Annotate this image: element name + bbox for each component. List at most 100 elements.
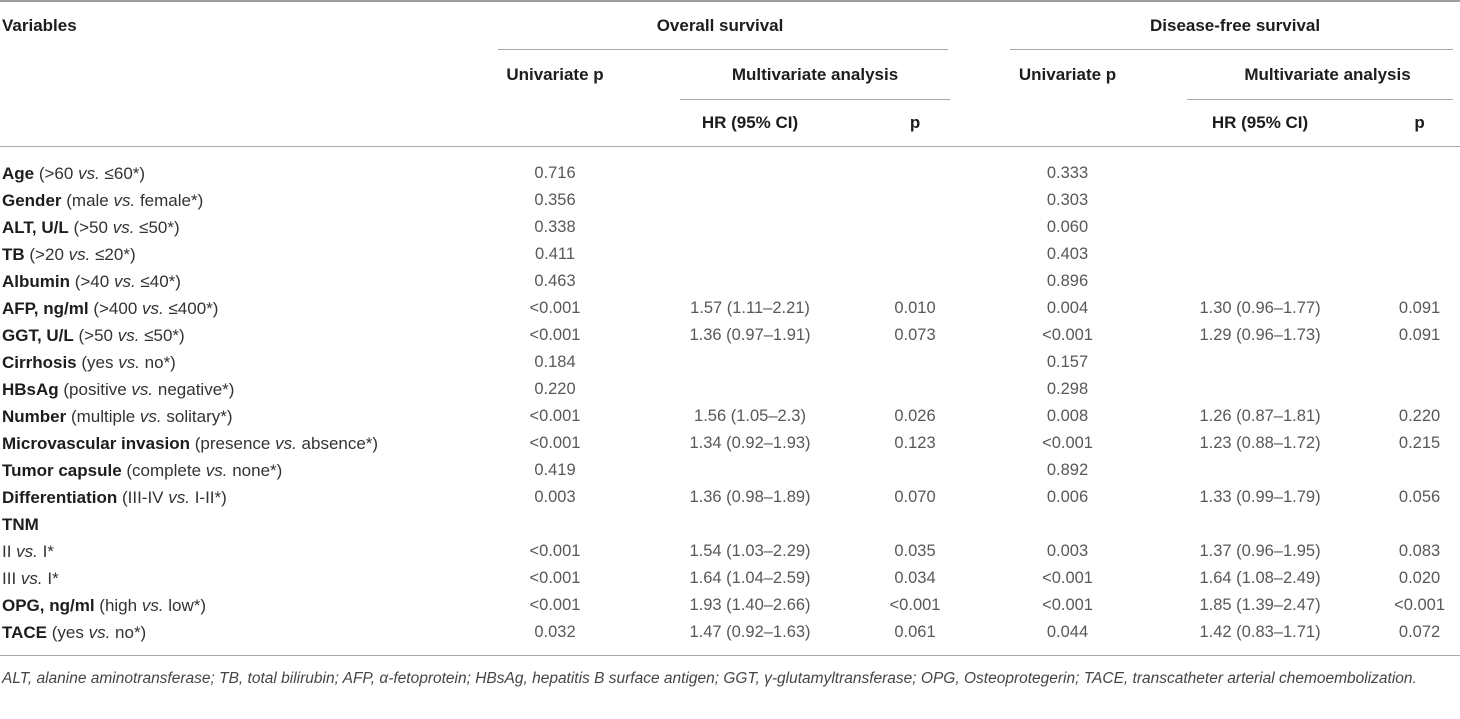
dfs-hr-cell: 1.26 (0.87–1.81) — [1199, 407, 1321, 425]
table-row: TB (>20 vs. ≤20*) 0.411 0.403 — [0, 241, 1460, 268]
os-univariate-p-cell: <0.001 — [529, 569, 581, 587]
dfs-hr-cell — [1175, 241, 1345, 268]
os-p-cell: 0.061 — [870, 619, 961, 656]
variable-cell: AFP, ng/ml (>400 vs. ≤400*) — [0, 295, 480, 322]
dfs-hr-cell: 1.23 (0.88–1.72) — [1199, 434, 1321, 452]
os-hr-cell — [630, 214, 870, 241]
dfs-p-cell — [1345, 187, 1460, 214]
variable-name: Age — [2, 163, 35, 183]
variable-qualifier-pre: (>20 — [24, 244, 69, 264]
variable-qualifier-post: solitary*) — [161, 406, 233, 426]
dfs-p-cell: 0.215 — [1398, 434, 1441, 452]
os-hr-cell — [630, 268, 870, 295]
table-row: ALT, U/L (>50 vs. ≤50*) 0.338 0.060 — [0, 214, 1460, 241]
table-row: TNM — [0, 511, 1460, 538]
variable-cell: Microvascular invasion (presence vs. abs… — [0, 430, 480, 457]
variable-name: HBsAg — [2, 379, 59, 399]
dfs-univariate-p-cell: 0.008 — [1046, 407, 1089, 425]
variable-cell: II vs. I* — [0, 538, 480, 565]
dfs-univariate-p-cell: 0.892 — [1046, 461, 1089, 479]
os-hr-cell — [630, 457, 870, 484]
variable-name: TACE — [2, 622, 48, 642]
variable-qualifier-pre: II — [2, 541, 17, 561]
dfs-univariate-p-cell: 0.004 — [1046, 299, 1089, 317]
vs-label: vs. — [112, 217, 135, 237]
dfs-hr-cell: 1.85 (1.39–2.47) — [1199, 596, 1321, 614]
variable-qualifier-pre: (complete — [121, 460, 206, 480]
header-row-analysis: Univariate p Multivariate analysis Univa… — [0, 50, 1460, 100]
os-univariate-p-cell: <0.001 — [529, 434, 581, 452]
os-p-cell — [870, 187, 960, 214]
os-univariate-p-cell: 0.220 — [534, 380, 576, 398]
variable-name: Differentiation — [2, 487, 118, 507]
dfs-hr-cell — [1175, 214, 1345, 241]
variable-cell: HBsAg (positive vs. negative*) — [0, 376, 480, 403]
variable-qualifier-post: no*) — [110, 622, 147, 642]
variable-name: Tumor capsule — [2, 460, 122, 480]
table-header: Variables Overall survival Disease-free … — [0, 1, 1460, 147]
dfs-p-cell — [1345, 376, 1460, 403]
header-row-measures: HR (95% CI) p HR (95% CI) p — [0, 100, 1460, 147]
os-hr-header: HR (95% CI) — [630, 100, 870, 147]
os-hr-cell: 1.64 (1.04–2.59) — [689, 569, 811, 587]
os-univariate-p-cell: <0.001 — [529, 326, 581, 344]
variable-qualifier-pre: (>50 — [68, 217, 113, 237]
vs-label: vs. — [113, 271, 136, 291]
os-univariate-p-cell: 0.003 — [534, 488, 576, 506]
variable-cell: Tumor capsule (complete vs. none*) — [0, 457, 480, 484]
table-row: II vs. I* <0.001 1.54 (1.03–2.29) 0.035 … — [0, 538, 1460, 565]
dfs-p-cell — [1345, 241, 1460, 268]
variable-name: Albumin — [2, 271, 70, 291]
dfs-hr-cell — [1175, 187, 1345, 214]
variable-qualifier-post: I* — [37, 541, 54, 561]
vs-label: vs. — [141, 595, 164, 615]
variable-qualifier-post: no*) — [139, 352, 176, 372]
variable-cell: Cirrhosis (yes vs. no*) — [0, 349, 480, 376]
os-p-cell: 0.010 — [894, 299, 936, 317]
os-p-cell: 0.035 — [894, 542, 936, 560]
variable-qualifier-pre: (multiple — [66, 406, 140, 426]
os-p-cell — [870, 511, 960, 538]
table-row: Differentiation (III-IV vs. I-II*) 0.003… — [0, 484, 1460, 511]
os-hr-cell — [630, 376, 870, 403]
variable-name: Cirrhosis — [2, 352, 77, 372]
vs-label: vs. — [142, 298, 164, 318]
os-univariate-p-cell: 0.032 — [480, 619, 630, 656]
dfs-p-cell — [1345, 268, 1460, 295]
os-univariate-spacer — [480, 100, 630, 147]
table-row: Cirrhosis (yes vs. no*) 0.184 0.157 — [0, 349, 1460, 376]
os-univariate-p-cell: 0.419 — [534, 461, 576, 479]
dfs-univariate-p-cell: 0.006 — [1046, 488, 1089, 506]
variable-cell: TNM — [0, 511, 480, 538]
os-p-cell — [870, 147, 960, 188]
column-header-variables: Variables — [0, 1, 480, 147]
variable-qualifier-pre: (>400 — [88, 298, 142, 318]
variable-qualifier-pre: (yes — [47, 622, 89, 642]
variable-qualifier-post: low*) — [163, 595, 207, 615]
os-hr-cell: 1.47 (0.92–1.63) — [630, 619, 870, 656]
table-row: Gender (male vs. female*) 0.356 0.303 — [0, 187, 1460, 214]
dfs-univariate-p-cell: <0.001 — [1042, 326, 1093, 344]
variable-qualifier-post: ≤50*) — [134, 217, 180, 237]
vs-label: vs. — [131, 379, 154, 399]
os-hr-cell: 1.36 (0.97–1.91) — [689, 326, 811, 344]
variable-qualifier-pre: (>60 — [34, 163, 79, 183]
os-p-cell — [870, 457, 960, 484]
table-row: Number (multiple vs. solitary*) <0.001 1… — [0, 403, 1460, 430]
dfs-univariate-p-cell: 0.060 — [1046, 218, 1089, 236]
variable-cell: Albumin (>40 vs. ≤40*) — [0, 268, 480, 295]
os-p-cell: 0.026 — [894, 407, 936, 425]
dfs-univariate-p-header: Univariate p — [1018, 65, 1117, 84]
table-row: III vs. I* <0.001 1.64 (1.04–2.59) 0.034… — [0, 565, 1460, 592]
vs-label: vs. — [117, 325, 140, 345]
header-row-groups: Variables Overall survival Disease-free … — [0, 1, 1460, 147]
os-p-cell — [870, 214, 960, 241]
variable-cell: OPG, ng/ml (high vs. low*) — [0, 592, 480, 619]
os-univariate-p-cell: <0.001 — [529, 299, 581, 317]
vs-label: vs. — [113, 190, 136, 210]
dfs-univariate-p-cell — [960, 511, 1175, 538]
table-row: Tumor capsule (complete vs. none*) 0.419… — [0, 457, 1460, 484]
dfs-p-cell: 0.091 — [1398, 299, 1441, 317]
variable-qualifier-pre: (positive — [58, 379, 132, 399]
dfs-univariate-p-cell: 0.333 — [1046, 164, 1089, 182]
